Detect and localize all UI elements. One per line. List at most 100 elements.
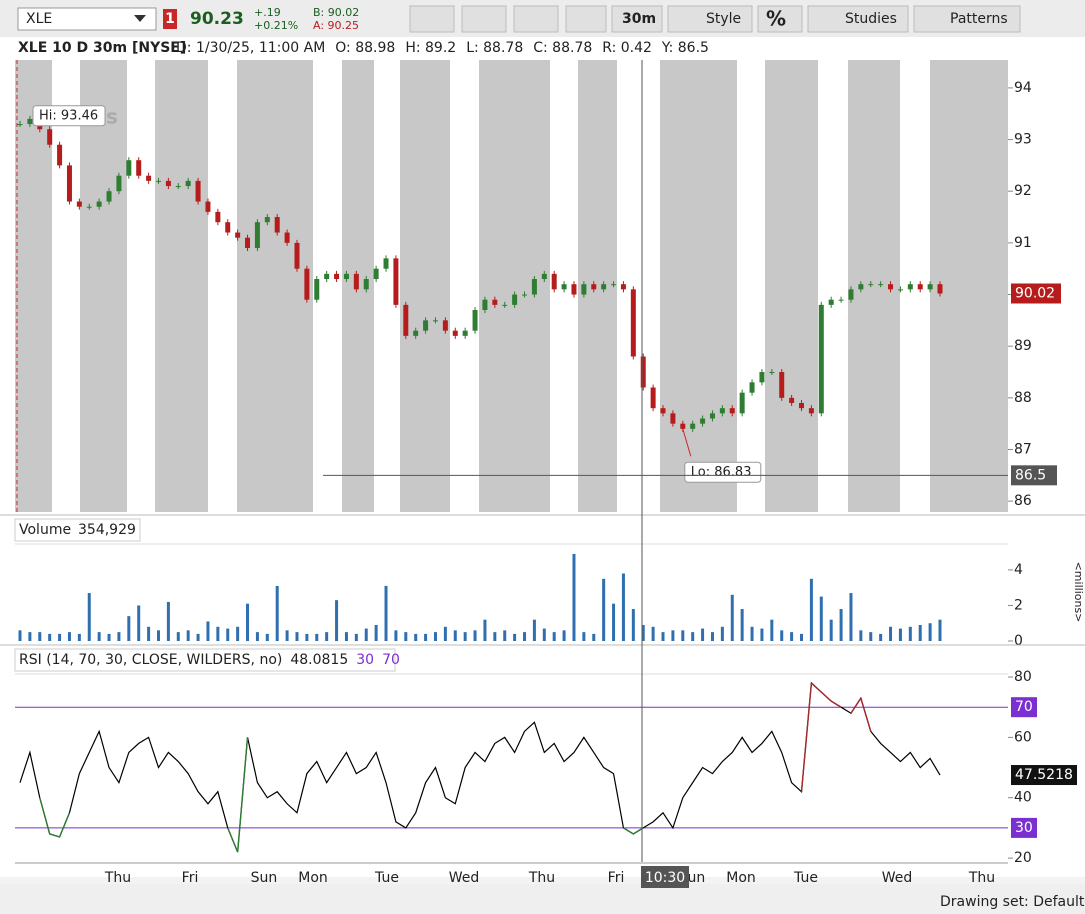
session-band [208,60,237,512]
volume-bar [58,633,62,641]
candle [353,273,359,290]
candle [670,413,676,424]
candle [571,284,577,295]
volume-bar [908,626,912,641]
x-tick-label: Fri [182,870,199,886]
candle [413,330,419,336]
volume-bar [127,616,131,641]
symbol: XLE [26,11,52,27]
candle [492,299,498,305]
session-band [900,60,930,512]
ohlc-info: O: 88.98 [335,40,395,56]
candle [828,299,834,305]
candle [690,423,696,429]
status-bar [0,884,1085,914]
ohlc-info: L: 88.78 [466,40,523,56]
volume-bar [720,626,724,641]
volume-bar [760,628,764,641]
y-tick-label: 60 [1014,729,1032,745]
volume-bar [186,630,190,641]
candle [86,206,92,208]
volume-bar [216,626,220,641]
y-tick-label: 2 [1014,597,1023,613]
high-box [32,105,106,127]
candle [27,118,33,125]
candle [502,304,508,306]
last-price: 90.23 [190,9,244,29]
candle [126,160,132,176]
volume-bar [354,633,358,641]
volume-bar [77,633,81,641]
volume-bar [87,593,91,641]
rsi-zone-segment [227,827,239,853]
volume-title: Volume [19,522,71,538]
chart-title: XLE 10 D 30m [NYSE] [18,40,186,56]
studies-button[interactable] [807,5,909,33]
volume-current: 354,929 [78,522,136,538]
rsi-header [14,648,396,672]
x-tick-label: Tue [793,870,818,886]
share-button[interactable] [409,5,455,33]
symbol-box[interactable] [17,7,157,31]
style-button[interactable] [667,5,753,33]
alert-count: 1 [165,11,175,27]
lab-button[interactable] [513,5,559,33]
volume-bar [414,633,418,641]
x-tick-label: Sun [251,870,278,886]
volume-bar [275,585,279,641]
candle [897,289,903,291]
rsi-current-box [1011,765,1077,786]
volume-header [14,518,141,542]
ohlc-info: D: 1/30/25, 11:00 AM [176,40,325,56]
dropdown-arrow[interactable] [134,15,146,22]
candle [808,408,814,414]
candle [304,268,310,300]
volume-bar [433,632,437,641]
volume-bar [246,603,250,641]
volume-bar [621,573,625,641]
volume-bar [582,632,586,641]
drawing-set: Drawing set: Default [940,894,1085,910]
volume-bar [137,605,141,641]
volume-bar [325,632,329,641]
ohlc-info: C: 88.78 [533,40,592,56]
x-tick-label: Tue [374,870,399,886]
volume-bar [740,609,744,641]
candle [175,186,181,188]
candle [719,408,725,414]
patterns-button[interactable] [913,5,1021,33]
volume-bar [285,630,289,641]
candle [264,217,270,223]
x-tick-label: Wed [449,870,480,886]
volume-bar [641,625,645,641]
ohlc-info: R: 0.42 [602,40,652,56]
volume-bar [453,630,457,641]
y-tick-label: 0 [1014,633,1023,649]
volume-bar [542,628,546,641]
interval-button[interactable] [611,5,663,33]
volume-bar [394,630,398,641]
rsi-zone-segment [800,682,813,792]
volume-bar [374,625,378,641]
rsi-title: RSI (14, 70, 30, CLOSE, WILDERS, no) [19,652,282,668]
volume-bar [196,633,200,641]
alert-badge[interactable] [163,9,177,29]
candle [373,268,379,280]
rsi-oversold-label: 30 [356,652,374,668]
settings-button[interactable] [565,5,607,33]
volume-bar [819,596,823,641]
candle [878,284,884,286]
patterns-label: Patterns [950,11,1008,27]
rsi-line [19,681,941,853]
change-pct: +0.21% [254,19,298,32]
volume-bar [602,578,606,641]
last-price-box [1011,283,1061,304]
percent-button[interactable] [757,5,803,33]
ohlc-info: H: 89.2 [405,40,456,56]
last-price-label: 90.02 [1015,285,1055,301]
rsi-level-label: 30 [1015,820,1033,836]
rsi-current: 47.5218 [1015,767,1073,783]
news-button[interactable] [461,5,507,33]
session-band [737,60,765,512]
volume-bar [800,633,804,641]
